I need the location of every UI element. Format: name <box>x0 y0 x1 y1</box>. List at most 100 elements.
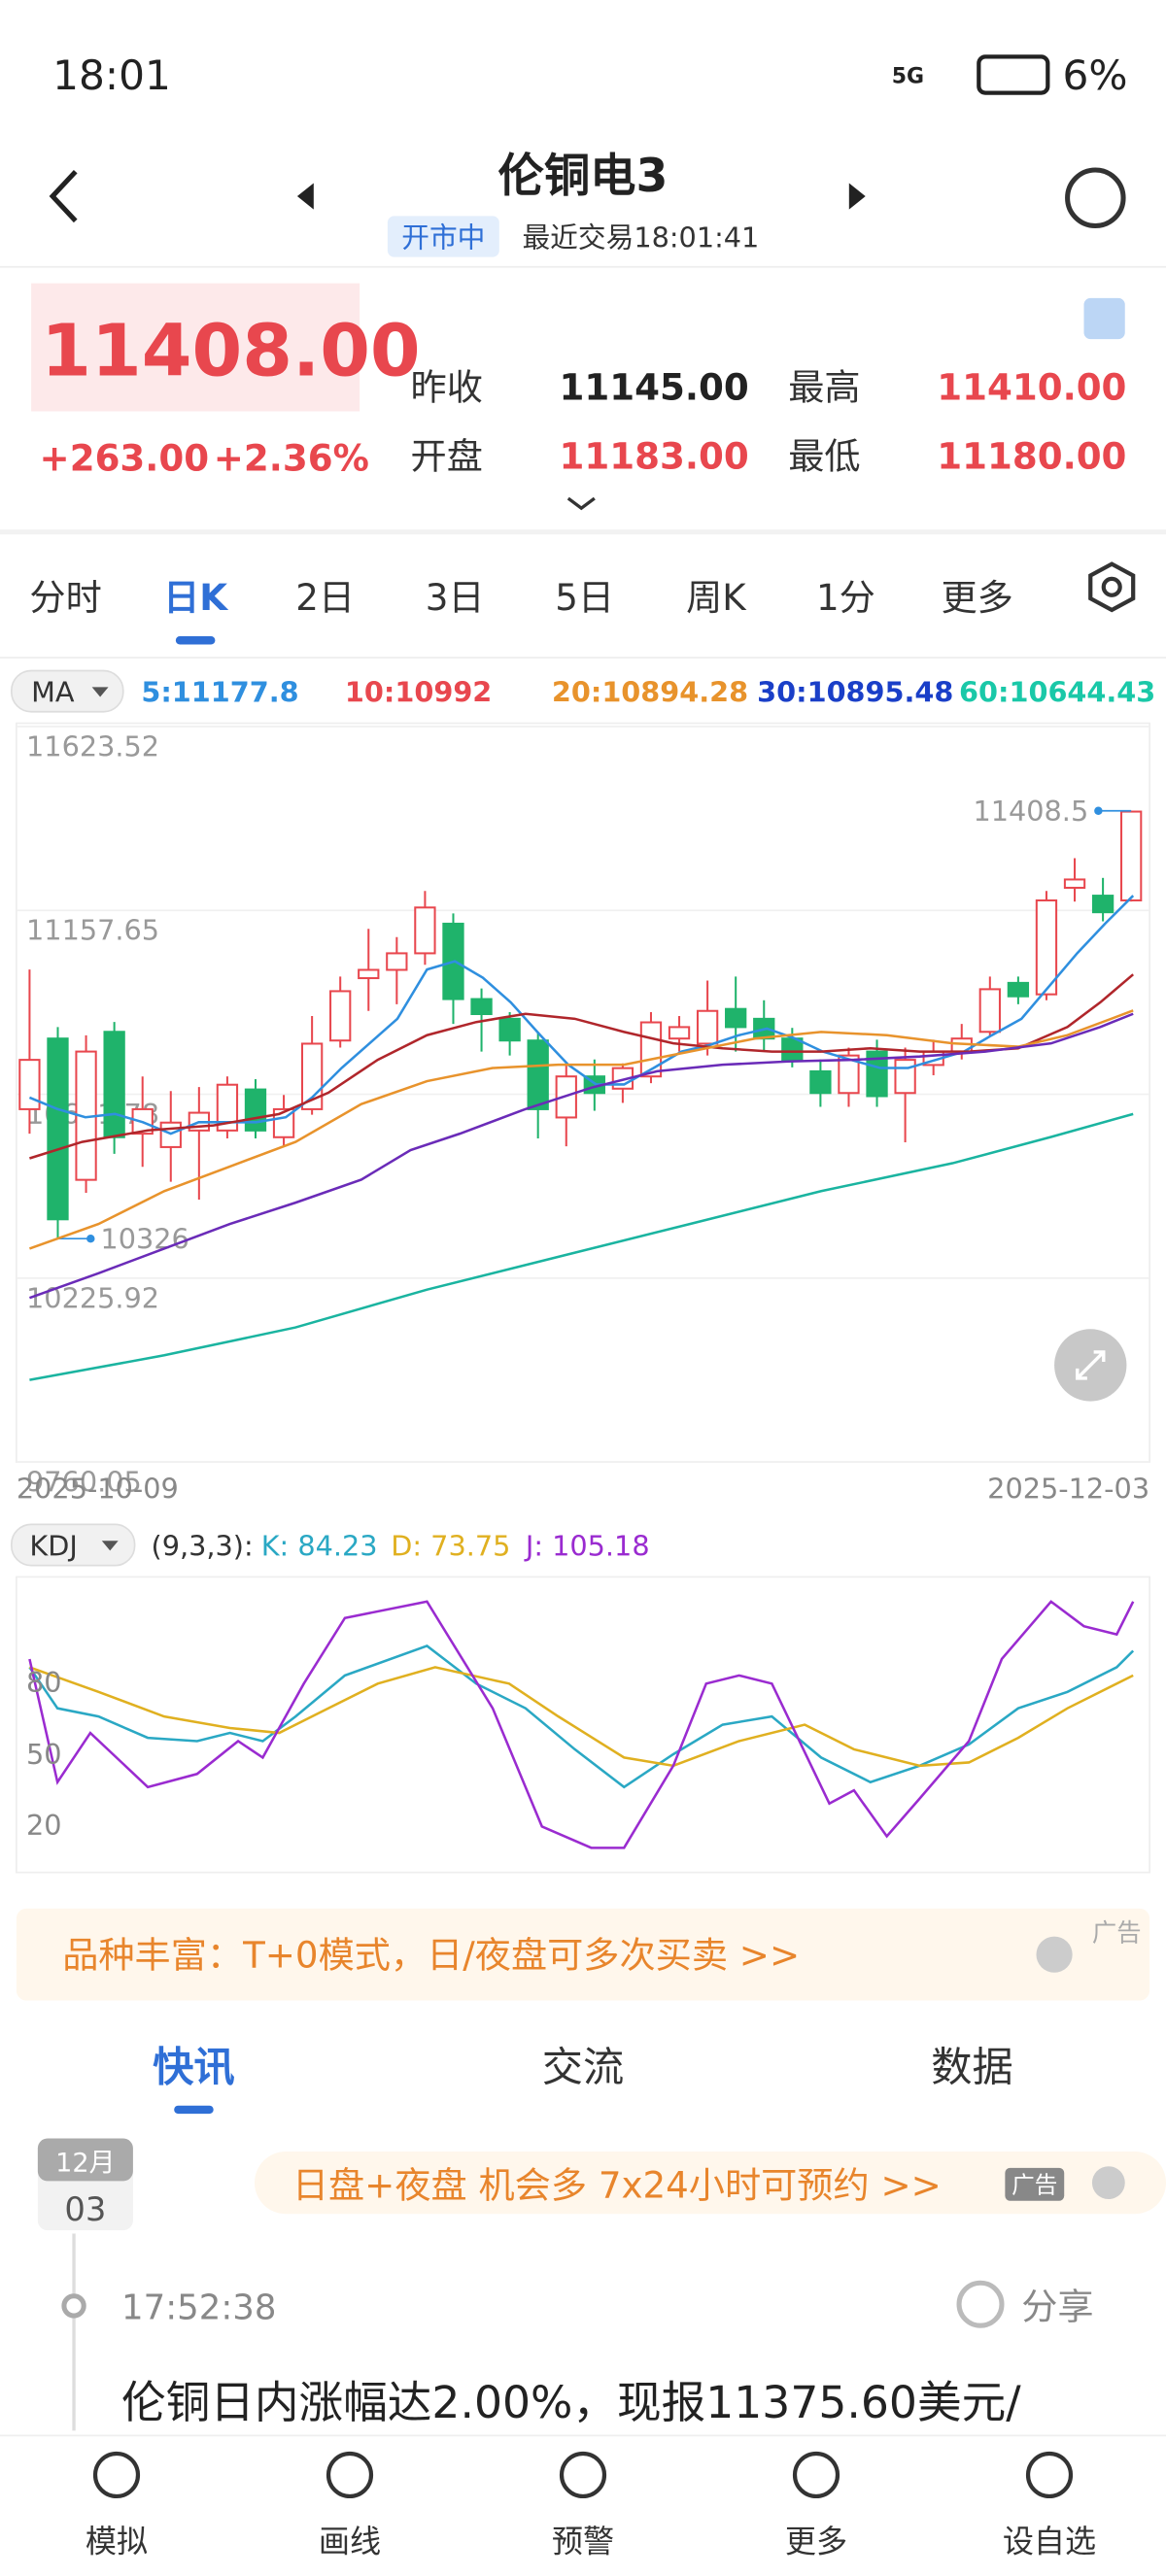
period-indicator <box>175 636 216 645</box>
ma30-line <box>28 1012 1134 1300</box>
candle-body <box>386 952 408 971</box>
next-button[interactable] <box>848 183 866 210</box>
y-tick-label: 9760.05 <box>26 1466 142 1499</box>
field-label: 最低 <box>788 435 860 478</box>
tab-indicator <box>174 2105 214 2115</box>
ad-banner[interactable] <box>16 1908 1150 2001</box>
y-tick-label: 10225.92 <box>26 1281 159 1314</box>
close-ad[interactable] <box>1091 2166 1125 2200</box>
candle-body <box>103 1031 125 1138</box>
kdj-frame <box>16 1576 1150 1874</box>
y-tick-label: 11157.65 <box>26 914 159 947</box>
ma60-line <box>29 1112 1134 1381</box>
settings-button[interactable] <box>1088 561 1136 613</box>
candle-body <box>725 1007 747 1029</box>
title: 伦铜电3 <box>498 150 669 203</box>
price-bg <box>31 283 360 412</box>
ma-value: 30:10895.48 <box>757 676 953 709</box>
ma-selector[interactable] <box>10 669 124 713</box>
back-button[interactable] <box>49 169 78 223</box>
candle-body <box>47 1037 69 1221</box>
date-month-bg <box>37 2138 133 2182</box>
candle-body <box>329 990 352 1042</box>
field-label: 开盘 <box>411 435 483 478</box>
battery-icon <box>977 54 1050 95</box>
news-ad[interactable] <box>254 2152 1166 2215</box>
ma-value: 20:10894.28 <box>552 676 748 709</box>
candle-body <box>696 1009 719 1045</box>
timeline-dot <box>61 2293 86 2319</box>
candle-body <box>1007 981 1030 998</box>
k-line <box>28 1644 1135 1789</box>
refresh-button[interactable] <box>1065 167 1126 229</box>
candle-body <box>1063 878 1086 889</box>
close-ad[interactable] <box>1036 1936 1073 1973</box>
annotation-dot <box>86 1234 95 1243</box>
settings-dot <box>1101 576 1122 597</box>
expand-icon[interactable] <box>566 496 596 511</box>
news-tab[interactable]: 交流 <box>542 2043 624 2090</box>
candle-body <box>244 1088 267 1132</box>
annotation-dot <box>1094 806 1103 815</box>
dropdown-arrow <box>91 687 109 697</box>
news-tab[interactable]: 快讯 <box>153 2043 235 2090</box>
share-icon[interactable] <box>956 2280 1005 2328</box>
kdj-value: J: 105.18 <box>524 1529 650 1562</box>
candle-body <box>414 906 436 955</box>
kdj-value: D: 73.75 <box>391 1529 510 1562</box>
candle-body <box>216 1083 239 1132</box>
prev-button[interactable] <box>296 183 314 210</box>
d-line <box>28 1666 1134 1768</box>
ma5-line <box>28 895 1135 1135</box>
share[interactable]: 分享 <box>1021 2285 1093 2327</box>
period-tab[interactable]: 3日 <box>426 576 485 619</box>
period-tab[interactable]: 更多 <box>941 576 1012 619</box>
period-tab[interactable]: 分时 <box>29 576 101 619</box>
news-ad-text: 日盘+夜盘 机会多 7x24小时可预约 >> <box>292 2163 942 2206</box>
kdj-selector[interactable] <box>10 1523 136 1567</box>
candle-body <box>866 1050 888 1098</box>
nav-icon[interactable] <box>1025 2451 1074 2499</box>
kdj-label: KDJ <box>29 1529 77 1562</box>
price: 11408.00 <box>41 308 420 392</box>
nav-item[interactable]: 预警 <box>552 2523 614 2559</box>
kdj-value: K: 84.23 <box>261 1529 378 1562</box>
clock: 18:01 <box>52 51 171 99</box>
kdj-params: (9,3,3): <box>151 1529 253 1562</box>
candle-body <box>18 1059 41 1110</box>
candle-body <box>978 988 1001 1034</box>
ma-value: 60:10644.43 <box>959 676 1155 709</box>
nav-item[interactable]: 设自选 <box>1003 2523 1096 2559</box>
candle-body <box>894 1059 916 1095</box>
kdj-level: 80 <box>26 1666 62 1699</box>
field-label: 最高 <box>788 366 860 409</box>
x-label: 2025-10-09 <box>17 1472 179 1505</box>
period-tab[interactable]: 2日 <box>295 576 355 619</box>
nav-icon[interactable] <box>326 2451 374 2499</box>
annotation: 11408.5 <box>973 795 1088 828</box>
ma-lines <box>28 895 1135 1381</box>
candle-body <box>1035 898 1058 996</box>
candle-body <box>1091 895 1115 914</box>
nav-icon[interactable] <box>792 2451 840 2499</box>
nav-item[interactable]: 画线 <box>319 2523 381 2559</box>
kdj-lines <box>28 1600 1135 1849</box>
news-tab[interactable]: 数据 <box>931 2043 1012 2090</box>
period-tab[interactable]: 1分 <box>816 576 875 619</box>
nav-item[interactable]: 模拟 <box>86 2523 148 2559</box>
nav-item[interactable]: 更多 <box>785 2523 847 2559</box>
period-tab[interactable]: 周K <box>686 576 747 619</box>
period-tab[interactable]: 日K <box>163 576 228 619</box>
j-line <box>28 1600 1135 1849</box>
ad-tag: 广告 <box>1092 1918 1142 1948</box>
nav-icon[interactable] <box>559 2451 607 2499</box>
news-ad-tag-bg <box>1005 2167 1065 2201</box>
pie-icon[interactable] <box>1083 297 1125 340</box>
candle-body <box>838 1054 860 1095</box>
period-tab[interactable]: 5日 <box>555 576 614 619</box>
dropdown-arrow <box>101 1541 119 1551</box>
change-pct: +2.36% <box>214 436 369 479</box>
date-day: 03 <box>64 2190 106 2228</box>
nav-icon[interactable] <box>92 2451 141 2499</box>
